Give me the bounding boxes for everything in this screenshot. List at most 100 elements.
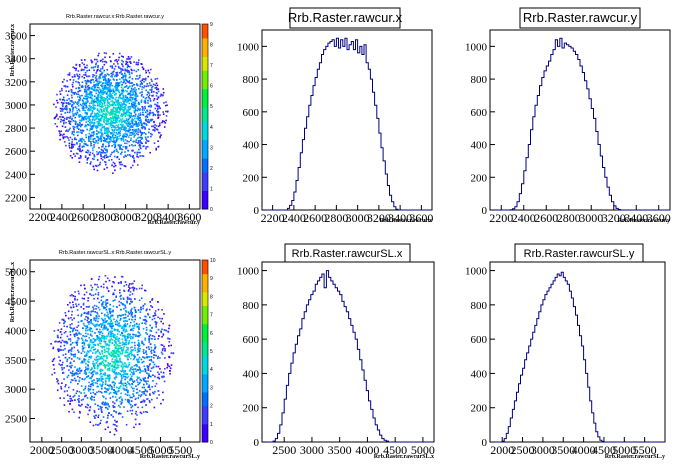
heatmap-cell [125,284,128,286]
heatmap-cell [148,131,150,134]
heatmap-cell [62,98,64,101]
heatmap-cell [56,389,59,392]
heatmap-cell [80,156,82,158]
heatmap-cell [53,372,56,374]
heatmap-cell [102,79,105,81]
heatmap-cell [91,122,93,124]
heatmap-cell [130,406,133,409]
heatmap-cell [91,99,93,102]
heatmap-cell [137,377,139,379]
heatmap-cell [148,105,151,108]
heatmap-cell [69,326,71,329]
heatmap-cell [115,72,117,74]
palette-tick-label: 7 [210,313,213,319]
heatmap-cell [109,155,111,158]
heatmap-cell [124,306,127,309]
heatmap-cell [155,148,157,151]
heatmap-cell [136,376,139,378]
x-tick-label: 3600 [647,211,671,225]
heatmap-cell [55,115,57,118]
heatmap-cell [103,307,106,309]
heatmap-cell [110,158,113,161]
heatmap-cell [100,90,102,93]
heatmap-cell [105,114,107,117]
heatmap-cell [92,104,95,106]
heatmap-cell [161,348,164,350]
heatmap-cell [138,361,140,363]
heatmap-cell [106,110,108,112]
heatmap-cell [110,333,112,336]
heatmap-cell [127,290,130,292]
heatmap-cell [93,396,95,399]
heatmap-cell [128,289,130,291]
heatmap-cell [126,394,129,396]
heatmap-cell [131,311,133,314]
heatmap-cell [79,147,81,150]
heatmap-cell [144,380,146,382]
heatmap-cell [160,344,163,346]
y-tick-label: 5000 [5,267,28,279]
heatmap-cell [137,63,139,66]
x-tick-label: 5000 [612,443,636,457]
heatmap-cell [114,424,116,426]
heatmap-cell [117,349,119,352]
heatmap-cell [77,349,79,352]
heatmap-cell [150,375,152,378]
heatmap-cell [112,305,115,308]
heatmap-cell [115,129,118,131]
heatmap-cell [132,145,134,147]
heatmap-cell [117,107,119,109]
heatmap-cell [109,65,112,68]
heatmap-cell [70,399,72,402]
heatmap-cell [91,97,93,100]
heatmap-cell [69,103,71,105]
heatmap-cell [107,156,109,158]
heatmap-cell [104,401,107,404]
heatmap-cell [131,106,134,108]
heatmap-cell [60,345,62,348]
heatmap-cell [141,386,144,389]
heatmap-cell [93,155,96,158]
heatmap-cell [155,125,158,127]
heatmap-cell [79,89,82,92]
palette-swatch [202,355,208,361]
heatmap-cell [111,342,114,344]
heatmap-cell [98,390,100,393]
heatmap-cell [122,335,124,337]
heatmap-cell [103,88,105,90]
y-tick-label: 1000 [465,266,488,278]
heatmap-cell [96,323,98,326]
heatmap-cell [153,142,156,144]
heatmap-cell [96,135,99,138]
heatmap-cell [72,85,74,88]
heatmap-cell [114,341,116,343]
heatmap-cell [118,84,120,87]
heatmap-cell [104,74,106,76]
heatmap-cell [70,145,73,147]
heatmap-cell [114,369,116,371]
heatmap-cell [107,135,109,138]
heatmap-cell [68,142,71,145]
heatmap-cell [158,132,161,134]
heatmap-cell [80,315,82,317]
heatmap-cell [108,118,110,121]
heatmap-cell [96,371,98,374]
heatmap-cell [131,125,133,128]
palette-swatch [202,373,208,379]
heatmap-cell [111,325,113,328]
heatmap-cell [157,140,159,142]
heatmap-cell [157,390,160,392]
heatmap-cell [81,342,84,344]
heatmap-cell [85,373,87,375]
heatmap-cell [69,123,72,126]
heatmap-cell [104,86,106,89]
heatmap-cell [105,381,107,383]
heatmap-cell [111,353,114,356]
heatmap-cell [95,58,98,61]
heatmap-cell [111,360,113,363]
heatmap-cell [76,329,79,332]
heatmap-cell [123,164,125,167]
heatmap-cell [103,108,105,110]
heatmap-cell [143,319,146,321]
